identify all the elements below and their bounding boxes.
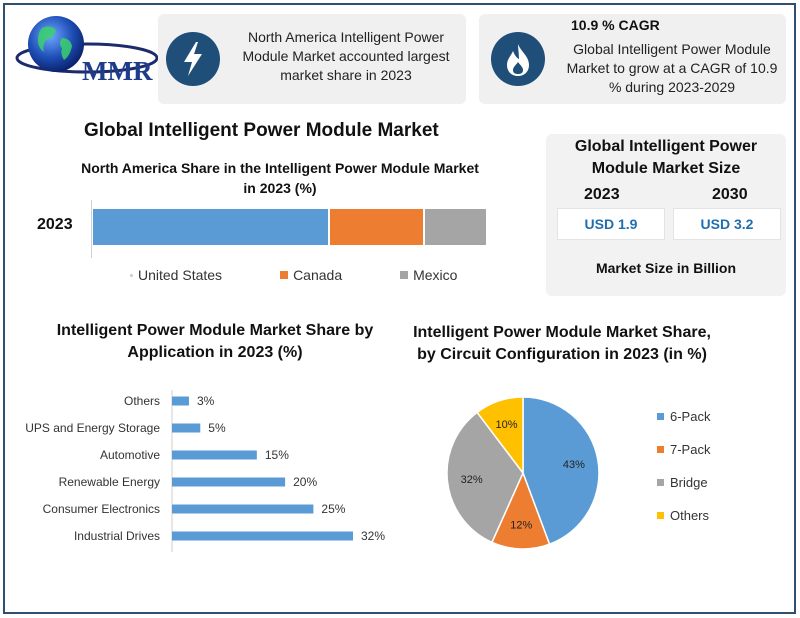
cagr-heading: 10.9 % CAGR bbox=[571, 17, 660, 33]
na-share-stacked-bar bbox=[93, 209, 488, 245]
application-bar bbox=[172, 477, 286, 487]
market-size-card: Global Intelligent Power Module Market S… bbox=[546, 134, 786, 296]
application-category-label: Consumer Electronics bbox=[43, 502, 160, 516]
na-share-year-label: 2023 bbox=[37, 216, 73, 233]
cagr-info-card: 10.9 % CAGR Global Intelligent Power Mod… bbox=[479, 14, 786, 104]
application-bar-chart: Others 3% UPS and Energy Storage 5% Automoti… bbox=[25, 390, 385, 552]
application-value-label: 20% bbox=[293, 475, 317, 489]
application-category-label: Industrial Drives bbox=[74, 529, 160, 543]
north-america-info-text: North America Intelligent Power Module M… bbox=[242, 29, 450, 83]
logo-text: MMR bbox=[82, 56, 153, 86]
pie-legend-item-6-pack: 6-Pack bbox=[657, 400, 710, 433]
application-bar bbox=[172, 504, 314, 514]
market-size-year-start: 2023 bbox=[584, 186, 620, 203]
legend-swatch bbox=[400, 271, 409, 279]
na-share-chart-title: North America Share in the Intelligent P… bbox=[81, 160, 479, 196]
legend-swatch bbox=[657, 479, 664, 486]
cagr-info-text: Global Intelligent Power Module Market t… bbox=[566, 41, 778, 95]
application-bar bbox=[172, 531, 353, 541]
legend-label: Canada bbox=[293, 267, 343, 283]
na-share-legend: United States Canada Mexico bbox=[130, 267, 457, 283]
bar-segment-canada bbox=[330, 209, 425, 245]
legend-swatch bbox=[280, 271, 289, 279]
application-category-label: UPS and Energy Storage bbox=[25, 421, 160, 435]
lightning-icon bbox=[166, 32, 220, 86]
market-size-footer: Market Size in Billion bbox=[595, 260, 737, 276]
market-size-value-start: USD 1.9 bbox=[557, 208, 665, 240]
legend-item-mexico: Mexico bbox=[400, 267, 457, 283]
market-size-title: Global Intelligent Power Module Market S… bbox=[574, 138, 758, 177]
market-size-value-end: USD 3.2 bbox=[673, 208, 781, 240]
legend-label: Bridge bbox=[670, 475, 708, 490]
legend-swatch bbox=[657, 512, 664, 519]
legend-item-united-states: United States bbox=[130, 267, 222, 283]
na-share-axis bbox=[91, 200, 92, 258]
application-category-label: Others bbox=[124, 394, 160, 408]
legend-label: Mexico bbox=[413, 267, 458, 283]
application-value-label: 3% bbox=[197, 394, 215, 408]
mmr-logo: MMR bbox=[14, 14, 160, 86]
legend-label: 6-Pack bbox=[670, 409, 711, 424]
application-bar bbox=[172, 396, 189, 406]
legend-item-canada: Canada bbox=[280, 267, 342, 283]
application-value-label: 32% bbox=[361, 529, 385, 543]
application-value-label: 5% bbox=[208, 421, 226, 435]
bar-segment-united-states bbox=[93, 209, 330, 245]
legend-swatch bbox=[657, 413, 664, 420]
application-value-label: 25% bbox=[321, 502, 345, 516]
pie-legend-item-others: Others bbox=[657, 499, 710, 532]
legend-swatch bbox=[130, 273, 133, 277]
pie-legend-item-7-pack: 7-Pack bbox=[657, 433, 710, 466]
flame-icon bbox=[491, 32, 545, 86]
legend-label: 7-Pack bbox=[670, 442, 711, 457]
bar-segment-mexico bbox=[424, 209, 488, 245]
application-bar bbox=[172, 423, 201, 433]
application-bar bbox=[172, 450, 257, 460]
legend-swatch bbox=[657, 446, 664, 453]
infographic-frame bbox=[3, 3, 796, 614]
application-category-label: Renewable Energy bbox=[59, 475, 160, 489]
pie-legend-item-bridge: Bridge bbox=[657, 466, 710, 499]
application-chart-title: Intelligent Power Module Market Share by… bbox=[56, 322, 374, 361]
legend-label: Others bbox=[670, 508, 710, 523]
pie-legend: 6-Pack 7-Pack Bridge Others bbox=[657, 400, 710, 532]
application-value-label: 15% bbox=[265, 448, 289, 462]
page-title: Global Intelligent Power Module Market bbox=[84, 120, 439, 141]
legend-label: United States bbox=[138, 267, 223, 283]
market-size-year-end: 2030 bbox=[712, 186, 748, 203]
application-category-label: Automotive bbox=[100, 448, 160, 462]
north-america-info-card: North America Intelligent Power Module M… bbox=[158, 14, 466, 104]
globe-icon bbox=[15, 16, 159, 74]
circuit-config-chart-title: Intelligent Power Module Market Share, b… bbox=[413, 324, 711, 363]
